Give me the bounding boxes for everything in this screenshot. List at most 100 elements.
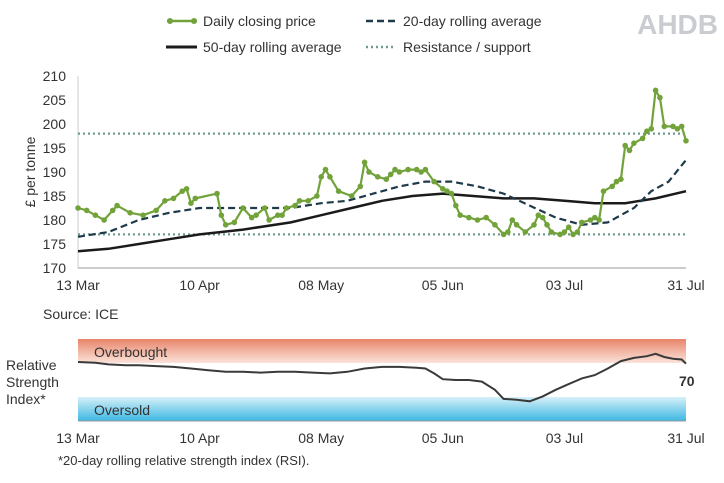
daily-price-point xyxy=(75,205,81,211)
daily-price-point xyxy=(374,174,381,180)
price-y-tick-label: 200 xyxy=(43,116,67,132)
daily-price-point xyxy=(592,214,598,221)
daily-price-point xyxy=(327,174,333,180)
legend-label-resistance: Resistance / support xyxy=(403,39,531,55)
daily-price-point xyxy=(579,219,585,226)
daily-price-point xyxy=(422,166,429,173)
price-y-tick-label: 190 xyxy=(43,164,67,180)
price-y-tick-label: 185 xyxy=(43,188,67,204)
daily-price-point xyxy=(622,142,628,149)
daily-price-point xyxy=(500,231,507,238)
daily-price-point xyxy=(522,229,529,235)
daily-price-point xyxy=(322,166,329,173)
oversold-band xyxy=(78,397,686,421)
daily-price-point xyxy=(670,123,676,130)
daily-price-point xyxy=(275,212,281,218)
daily-price-point xyxy=(253,212,259,218)
legend-label-daily: Daily closing price xyxy=(203,13,316,29)
daily-price-point xyxy=(383,176,390,182)
daily-price-point xyxy=(127,210,133,216)
price-chart: 170 175 180 185 190 195 200 205 210 13 Mar 10 Apr… xyxy=(22,68,705,293)
price-y-tick-label: 195 xyxy=(43,140,67,156)
daily-price-point xyxy=(565,224,572,230)
daily-price-point xyxy=(266,217,272,223)
daily-price-point xyxy=(618,176,624,182)
daily-price-point xyxy=(683,138,689,144)
daily-price-point xyxy=(574,229,581,235)
daily-price-point xyxy=(222,222,229,228)
legend-item-daily: Daily closing price xyxy=(167,13,316,29)
daily-price-point xyxy=(531,222,537,228)
daily-price-point xyxy=(214,190,220,197)
daily-price-point xyxy=(240,205,246,211)
daily-price-point xyxy=(544,222,550,228)
daily-price-point xyxy=(192,195,199,202)
daily-price-point xyxy=(170,195,177,202)
price-y-axis-title: £ per tonne xyxy=(22,136,38,207)
overbought-label: Overbought xyxy=(94,344,167,360)
daily-price-point xyxy=(613,178,620,185)
daily-price-point xyxy=(509,217,516,223)
daily-price-point xyxy=(609,183,615,190)
daily-price-point xyxy=(405,166,411,173)
daily-price-point xyxy=(674,126,681,132)
daily-price-point xyxy=(357,183,364,190)
rsi-footnote: *20-day rolling relative strength index … xyxy=(58,453,309,468)
price-x-tick-label: 10 Apr xyxy=(179,277,220,293)
daily-price-point xyxy=(561,229,568,235)
daily-price-point xyxy=(109,207,116,214)
daily-price-point xyxy=(548,229,555,235)
source-note: Source: ICE xyxy=(43,306,118,322)
daily-price-point xyxy=(292,202,298,209)
daily-price-point xyxy=(366,169,372,175)
daily-price-point xyxy=(652,87,659,94)
rsi-x-tick-label: 03 Jul xyxy=(546,430,583,446)
daily-price-point xyxy=(114,202,120,209)
price-x-tick-label: 05 Jun xyxy=(422,277,464,293)
daily-price-point xyxy=(648,126,655,132)
daily-price-point xyxy=(83,207,90,214)
rsi-x-tick-label: 10 Apr xyxy=(179,430,220,446)
daily-price-point xyxy=(396,169,403,175)
rsi-last-value-label: 70 xyxy=(679,373,695,389)
daily-price-point xyxy=(153,207,159,214)
ma20-line xyxy=(77,159,687,238)
legend-item-resistance: Resistance / support xyxy=(366,39,531,55)
price-x-tick-label: 31 Jul xyxy=(667,277,704,293)
daily-price-point xyxy=(361,159,368,166)
daily-price-point xyxy=(188,200,194,206)
daily-price-point xyxy=(440,186,446,192)
daily-price-point xyxy=(570,231,576,238)
daily-price-point xyxy=(218,212,225,218)
daily-price-point xyxy=(92,212,99,218)
daily-price-point xyxy=(444,188,450,194)
daily-price-point xyxy=(283,205,290,211)
daily-price-point xyxy=(457,212,464,218)
daily-price-point xyxy=(413,166,420,173)
daily-price-point xyxy=(557,231,563,238)
price-y-tick-label: 210 xyxy=(43,68,67,84)
daily-price-point xyxy=(453,202,459,209)
overbought-band xyxy=(78,339,686,363)
daily-price-point xyxy=(392,166,398,173)
price-x-tick-label: 03 Jul xyxy=(546,277,583,293)
price-x-tick-label: 13 Mar xyxy=(56,277,100,293)
daily-price-point xyxy=(387,171,394,178)
price-y-tick-label: 180 xyxy=(43,212,67,228)
daily-price-point xyxy=(657,94,663,101)
daily-price-point xyxy=(431,178,437,185)
daily-price-point xyxy=(261,205,268,211)
daily-price-point xyxy=(296,198,303,204)
daily-price-point xyxy=(162,198,168,204)
daily-price-point xyxy=(318,174,325,180)
daily-price-point xyxy=(248,214,255,221)
daily-price-point xyxy=(639,135,646,142)
legend-label-ma50: 50-day rolling average xyxy=(203,39,342,55)
daily-price-point xyxy=(596,217,602,223)
daily-price-point xyxy=(231,219,238,226)
price-y-tick-label: 205 xyxy=(43,92,67,108)
price-y-tick-label: 175 xyxy=(43,236,67,252)
daily-price-point xyxy=(179,188,185,194)
daily-price-point xyxy=(418,169,424,175)
